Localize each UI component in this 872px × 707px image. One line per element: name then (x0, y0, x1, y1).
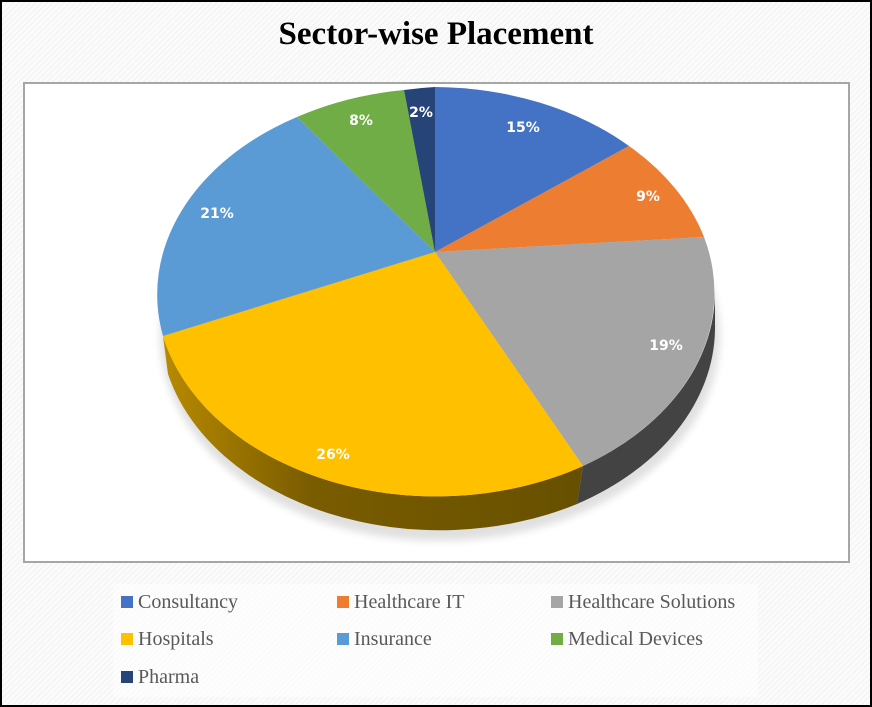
legend-label: Pharma (138, 665, 200, 688)
legend-label: Hospitals (138, 627, 214, 650)
legend-marker-icon (337, 633, 349, 645)
slice-healthcare-it[interactable] (435, 146, 704, 252)
slice-insurance[interactable] (157, 117, 435, 336)
slice-medical-devices[interactable] (297, 90, 435, 252)
pie-side-healthcare-solutions (577, 292, 715, 504)
data-label-healthcare-it: 9% (636, 189, 660, 205)
slice-healthcare-solutions[interactable] (435, 237, 715, 466)
legend-label: Insurance (354, 627, 432, 650)
legend-marker-icon (551, 633, 563, 645)
legend-label: Healthcare IT (354, 590, 465, 613)
legend-item-pharma[interactable]: Pharma (121, 665, 199, 689)
legend-marker-icon (551, 596, 563, 608)
legend-item-healthcare-it[interactable]: Healthcare IT (337, 590, 464, 614)
legend-item-medical-devices[interactable]: Medical Devices (551, 627, 703, 651)
chart-title: Sector-wise Placement (278, 16, 594, 52)
slice-hospitals[interactable] (163, 252, 583, 497)
data-label-consultancy: 15% (506, 120, 540, 136)
legend: Consultancy Healthcare IT Healthcare Sol… (113, 584, 758, 697)
data-label-healthcare-solutions: 19% (649, 338, 683, 354)
legend-item-insurance[interactable]: Insurance (337, 627, 432, 651)
data-label-insurance: 21% (200, 206, 234, 222)
legend-marker-icon (121, 633, 133, 645)
legend-label: Consultancy (138, 590, 238, 613)
legend-marker-icon (337, 596, 349, 608)
pie-side-hospitals (163, 336, 583, 531)
legend-label: Medical Devices (568, 627, 703, 650)
legend-marker-icon (121, 671, 133, 683)
slice-pharma[interactable] (404, 87, 435, 252)
data-label-hospitals: 26% (316, 447, 350, 463)
legend-item-consultancy[interactable]: Consultancy (121, 590, 238, 614)
slice-consultancy[interactable] (435, 87, 629, 252)
legend-item-hospitals[interactable]: Hospitals (121, 627, 214, 651)
data-label-pharma: 2% (409, 105, 433, 121)
data-label-medical-devices: 8% (349, 113, 373, 129)
legend-item-healthcare-solutions[interactable]: Healthcare Solutions (551, 590, 735, 614)
legend-label: Healthcare Solutions (568, 590, 736, 613)
legend-marker-icon (121, 596, 133, 608)
